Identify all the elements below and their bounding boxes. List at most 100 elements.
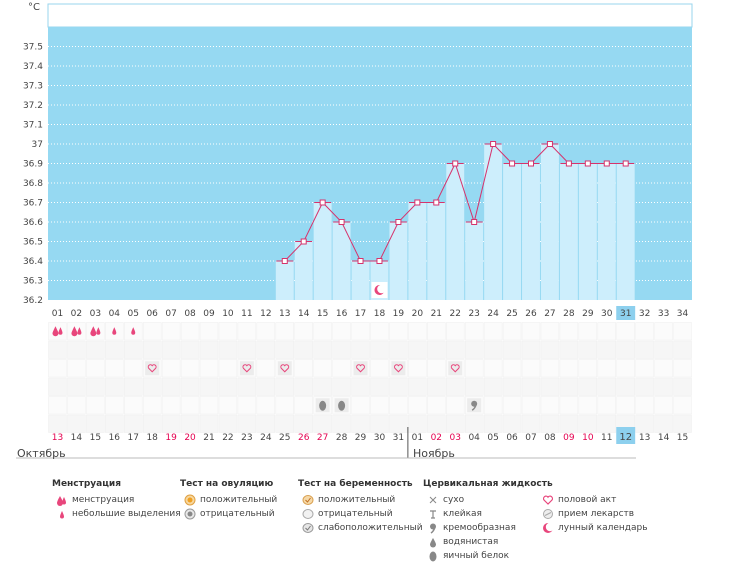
calendar-date-label: 27 (317, 433, 328, 443)
calendar-date-label: 13 (52, 433, 63, 443)
marker-cell (521, 377, 541, 396)
marker-cell (446, 322, 465, 341)
marker-cell (578, 322, 598, 341)
marker-cell (48, 414, 67, 433)
marker-cell (616, 340, 635, 359)
egg-white-icon (423, 550, 443, 562)
y-tick-label: 37.4 (23, 62, 43, 72)
temperature-bar (313, 202, 332, 300)
creamy-icon (423, 522, 443, 534)
calendar-date-label: 04 (468, 433, 480, 443)
marker-cell (464, 340, 484, 359)
temperature-point (376, 258, 383, 264)
marker-cell (218, 396, 238, 415)
marker-cell (578, 396, 598, 415)
marker-cell (237, 322, 257, 341)
temperature-point (603, 160, 610, 167)
heart-cell-bg (145, 361, 160, 376)
marker-cell (502, 340, 522, 359)
calendar-date-label: 23 (241, 433, 252, 443)
marker-grid-stub (0, 322, 48, 433)
temperature-bar (294, 241, 313, 300)
marker-cell (332, 377, 351, 396)
temperature-point (281, 258, 288, 264)
today-highlight (616, 427, 636, 444)
cycle-day-label: 04 (109, 309, 121, 319)
marker-cell (67, 396, 86, 415)
marker-cell (48, 396, 67, 415)
marker-cell (616, 396, 635, 415)
marker-cell (294, 340, 313, 359)
marker-cell (578, 414, 598, 433)
marker-cell (540, 396, 560, 415)
calendar-date-label: 02 (431, 433, 442, 443)
marker-cell (427, 359, 446, 378)
marker-cell (313, 377, 332, 396)
cycle-day-label: 14 (298, 309, 310, 319)
marker-cell (313, 414, 332, 433)
cycle-day-label: 29 (582, 309, 594, 319)
marker-cell (597, 377, 616, 396)
calendar-date-label: 15 (677, 433, 688, 443)
watery-drop-icon (423, 536, 443, 548)
temperature-point (490, 141, 497, 147)
marker-cell (370, 377, 389, 396)
creamy-icon-tail (471, 404, 477, 411)
drop-light-icon (52, 508, 72, 520)
marker-cell (86, 396, 105, 415)
cycle-day-label: 17 (355, 309, 366, 319)
marker-cell (427, 414, 446, 433)
marker-cell (124, 377, 143, 396)
temperature-bar (465, 222, 484, 300)
cycle-day-label: 28 (563, 309, 575, 319)
marker-cell (483, 414, 503, 433)
legend-item-ovulation-positive: положительный (180, 493, 277, 507)
marker-cell (464, 322, 484, 341)
marker-cell (105, 414, 124, 433)
cycle-day-label: 34 (677, 309, 689, 319)
marker-cell (105, 340, 124, 359)
temperature-bar (559, 163, 578, 300)
temperature-point (584, 160, 591, 167)
cycle-day-label: 19 (393, 309, 405, 319)
cycle-day-label: 26 (525, 309, 537, 319)
temperature-point (319, 199, 326, 206)
marker-cell (502, 359, 522, 378)
marker-cell (142, 414, 162, 433)
marker-cell (351, 377, 370, 396)
marker-cell (237, 377, 257, 396)
marker-cell (673, 396, 692, 415)
marker-cell (180, 396, 200, 415)
calendar-date-label: 13 (639, 433, 650, 443)
plot-top-band (47, 3, 693, 28)
marker-cell (86, 414, 105, 433)
calendar-date-label: 29 (355, 433, 367, 443)
calendar-date-label: 26 (298, 433, 310, 443)
marker-cell (218, 359, 238, 378)
marker-cell (578, 377, 598, 396)
marker-cell (597, 322, 616, 341)
marker-cell (578, 359, 598, 378)
menstruation-heavy-drop (90, 326, 97, 337)
marker-cell (161, 414, 181, 433)
cycle-day-label: 20 (412, 309, 424, 319)
legend-cervical-title: Цервикальная жидкость (423, 479, 553, 489)
temperature-point (509, 160, 516, 167)
temperature-bar (275, 261, 294, 300)
calendar-date-label: 15 (90, 433, 101, 443)
y-tick-label: 36.9 (23, 160, 43, 170)
y-tick-label: 37.1 (23, 121, 43, 131)
legend-cervical: Цервикальная жидкость сухо клейкая кремо… (423, 479, 553, 563)
legend-item-creamy: кремообразная (423, 521, 553, 535)
cycle-day-label: 30 (601, 309, 613, 319)
calendar-date-label: 18 (146, 433, 158, 443)
marker-cell (275, 377, 294, 396)
marker-cell (427, 396, 446, 415)
marker-cell (635, 340, 654, 359)
calendar-date-label: 09 (563, 433, 575, 443)
marker-cell (597, 359, 616, 378)
cycle-day-label: 23 (468, 309, 479, 319)
legend-item-egg-white: яичный белок (423, 549, 553, 563)
marker-cell (370, 359, 389, 378)
temperature-point (528, 160, 534, 167)
